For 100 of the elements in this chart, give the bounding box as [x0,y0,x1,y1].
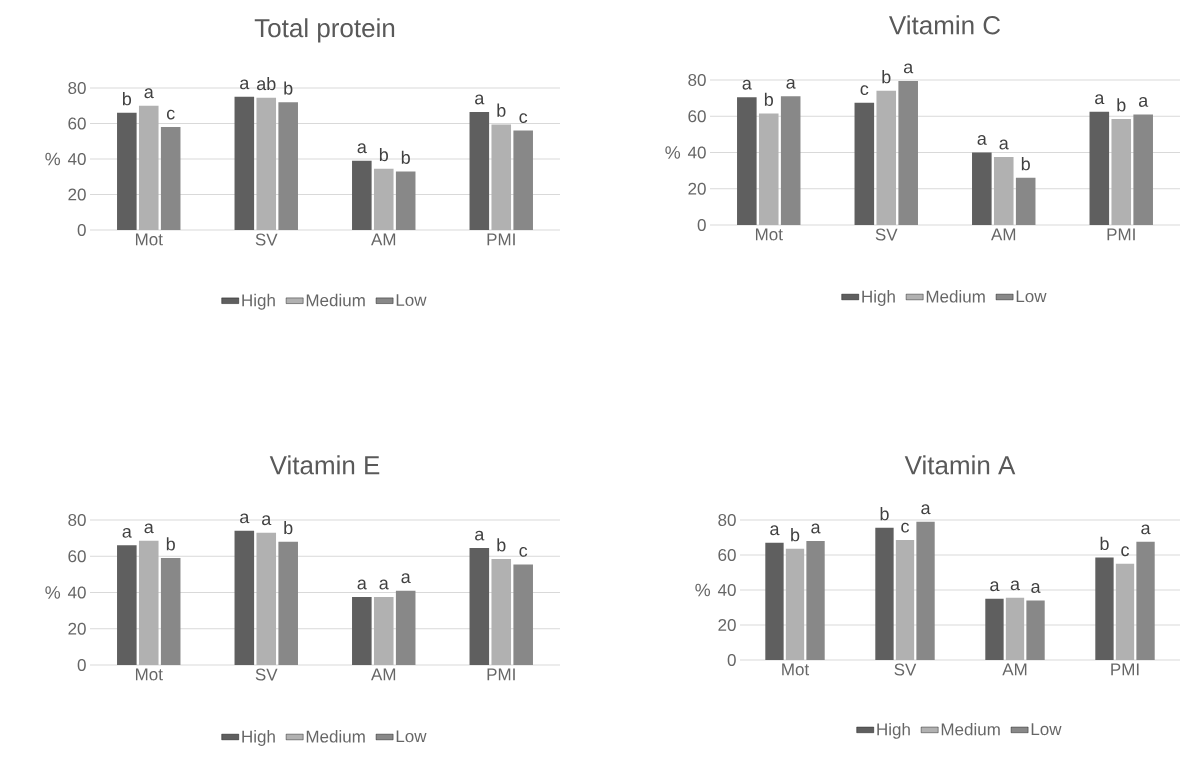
chart-title: Vitamin C [889,15,1001,35]
y-axis-title: % [695,583,711,597]
legend-label: High [242,730,275,746]
y-tick-label: 20 [718,618,736,632]
bar [1136,541,1155,660]
y-axis-title: % [665,146,681,159]
data-label: a [122,527,132,538]
data-label: a [811,523,821,534]
y-tick-label: 40 [717,583,736,597]
data-label: b [1117,98,1126,112]
y-tick-label: 0 [727,653,736,667]
y-tick-label: 80 [688,73,706,87]
bar [513,564,533,665]
x-tick-label: AM [371,233,396,246]
data-label: a [240,513,250,524]
legend-label: High [862,290,895,306]
y-tick-label: 60 [718,548,736,562]
data-label: a [475,94,485,105]
bar [373,597,394,665]
bar [1095,557,1114,660]
bar [256,532,277,665]
data-label: a [990,581,1000,592]
data-label: c [1121,546,1130,557]
chart-title: Vitamin A [904,455,1016,475]
data-label: b [122,92,132,106]
bar [352,160,372,230]
x-tick-label: PMI [1107,228,1135,241]
bar [352,597,372,665]
legend-label: Low [396,294,427,306]
data-label: a [770,525,780,536]
y-tick-label: 40 [67,152,86,166]
data-label: a [977,135,987,145]
bar [469,548,490,665]
chart-title: Total protein [254,18,395,43]
y-tick-label: 40 [687,146,706,159]
data-label: b [379,148,388,162]
bar [785,548,805,660]
bar [138,540,159,665]
y-tick-label: 60 [68,550,86,563]
chart-title: Vitamin E [269,455,380,475]
data-label: b [497,538,506,552]
y-tick-label: 80 [68,513,86,527]
bar [1089,111,1110,225]
legend-label: Medium [306,730,365,743]
data-label: b [1021,157,1030,171]
bar [513,130,533,230]
bar [234,96,255,230]
data-label: a [786,78,796,89]
x-tick-label: PMI [1111,663,1139,676]
data-label: a [999,139,1009,150]
data-label: c [166,109,175,120]
x-tick-label: SV [255,668,278,681]
bar [138,105,159,230]
bar [278,541,298,665]
legend-label: Low [1031,723,1062,736]
x-tick-label: Mot [135,233,163,246]
data-label: c [901,522,910,533]
bar [1111,118,1132,225]
x-tick-label: AM [1002,663,1027,676]
bar [395,590,416,665]
bar [916,521,935,660]
x-tick-label: PMI [487,668,515,681]
y-axis-title: % [45,152,61,166]
data-label: b [764,92,773,106]
data-label: a [240,79,250,90]
bar [898,80,918,225]
bar [278,102,298,230]
data-label: a [921,504,931,515]
y-tick-label: 0 [77,658,86,672]
data-label: c [519,546,528,557]
y-tick-label: 0 [77,223,86,237]
bar [491,558,512,665]
x-tick-label: AM [371,668,396,681]
data-label: a [144,523,154,534]
y-tick-label: 80 [68,81,86,95]
data-label: b [401,150,410,164]
x-tick-label: Mot [135,668,163,681]
bar [117,545,137,665]
data-label: a [903,63,914,74]
x-tick-label: Mot [782,663,810,676]
x-tick-label: PMI [487,233,515,246]
bar [160,127,181,230]
bar [117,112,137,230]
y-tick-label: 80 [718,513,736,527]
x-tick-label: AM [991,228,1016,241]
y-axis-title: % [45,586,61,599]
data-label: a [401,573,411,584]
bar [758,113,779,225]
bar [1133,114,1153,225]
bar [854,102,875,225]
data-label: a [379,579,389,590]
bar [972,152,992,225]
bar [469,111,490,230]
data-label: a [1141,524,1151,535]
legend-label: High [877,722,910,739]
bar [256,97,277,230]
x-tick-label: SV [255,233,278,246]
bar [234,530,255,665]
data-label: b [791,528,800,542]
bar [160,558,181,665]
